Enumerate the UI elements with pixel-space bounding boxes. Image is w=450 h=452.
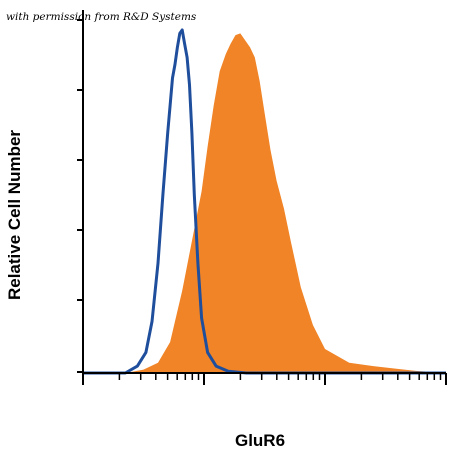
watermark-text: with permission from R&D Systems — [6, 11, 197, 23]
plot-area — [83, 28, 446, 375]
y-axis-label: Relative Cell Number — [5, 130, 24, 300]
stained-histogram-area — [83, 33, 446, 374]
x-axis-ticks — [82, 373, 447, 385]
x-axis-label: GluR6 — [235, 431, 285, 450]
control-histogram-line — [83, 28, 446, 375]
y-axis-ticks — [77, 19, 83, 373]
